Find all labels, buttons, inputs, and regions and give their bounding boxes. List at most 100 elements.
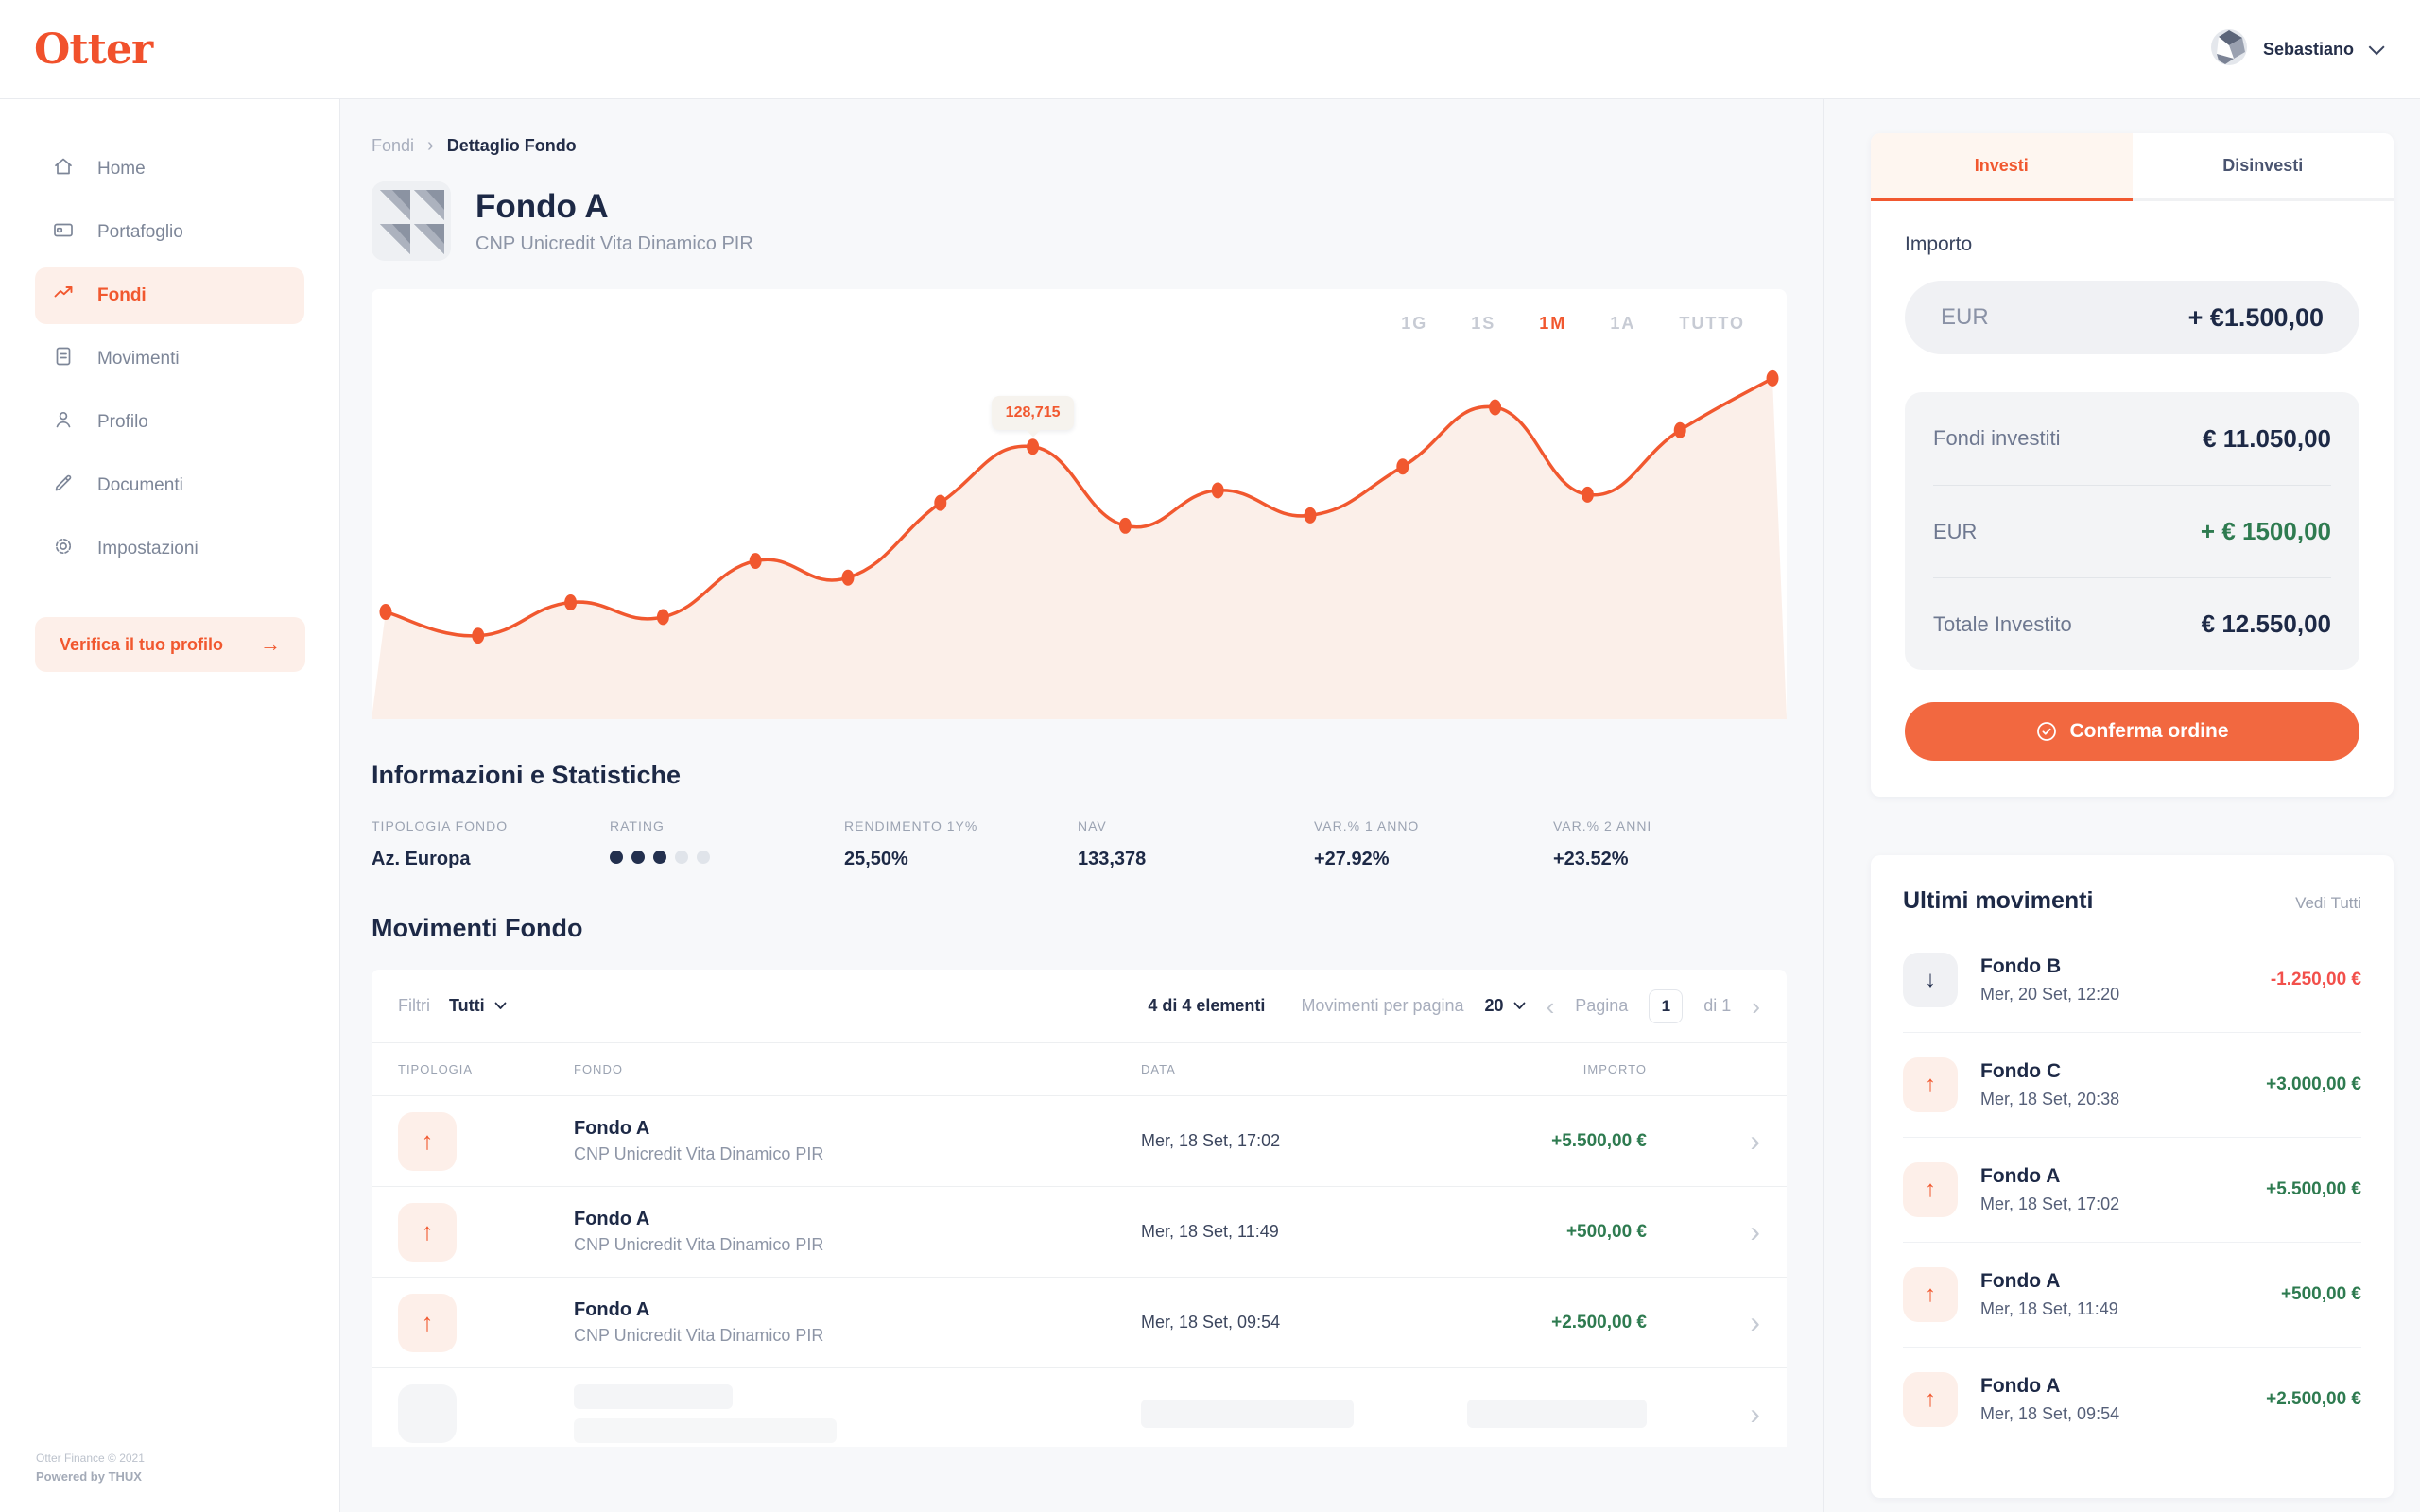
summary-row-eur: EUR + € 1500,00 xyxy=(1933,485,2331,577)
right-panel: Investi Disinvesti Importo EUR + €1.500,… xyxy=(1823,99,2420,1512)
amount-label: Importo xyxy=(1905,233,1973,255)
breadcrumb: Fondi › Dettaglio Fondo xyxy=(372,135,1787,157)
chevron-down-icon xyxy=(1513,1002,1525,1009)
stat-var-2-anni: VAR.% 2 ANNI +23.52% xyxy=(1553,818,1652,869)
user-name: Sebastiano xyxy=(2262,39,2354,59)
range-1g[interactable]: 1G xyxy=(1401,314,1428,333)
avatar xyxy=(2210,28,2248,71)
confirm-order-button[interactable]: Conferma ordine xyxy=(1905,702,2360,761)
sidebar-item-documenti[interactable]: Documenti xyxy=(35,457,304,514)
stat-rating: RATING xyxy=(610,818,844,870)
wallet-icon xyxy=(52,218,75,247)
range-1m[interactable]: 1M xyxy=(1539,314,1567,333)
sidebar-item-impostazioni[interactable]: Impostazioni xyxy=(35,521,304,577)
trending-up-icon xyxy=(52,282,75,310)
see-all-link[interactable]: Vedi Tutti xyxy=(2295,894,2361,912)
list-item[interactable]: ↓ Fondo B Mer, 20 Set, 12:20 -1.250,00 € xyxy=(1903,928,2361,1033)
sidebar-item-portafoglio[interactable]: Portafoglio xyxy=(35,204,304,261)
sidebar-item-label: Documenti xyxy=(97,475,183,495)
invest-tabs: Investi Disinvesti xyxy=(1871,133,2394,201)
copyright-text: Otter Finance © 2021 xyxy=(36,1452,145,1466)
stats-section-title: Informazioni e Statistiche xyxy=(372,761,682,789)
rating-dots xyxy=(610,850,844,864)
sidebar-item-label: Movimenti xyxy=(97,349,180,369)
chevron-down-icon xyxy=(2368,39,2385,56)
home-icon xyxy=(52,155,75,183)
sidebar-item-fondi[interactable]: Fondi xyxy=(35,267,304,324)
sidebar-footer: Otter Finance © 2021 Powered by THUX xyxy=(36,1450,145,1487)
sidebar-item-label: Portafoglio xyxy=(97,222,183,242)
arrow-up-icon: ↑ xyxy=(398,1111,457,1171)
filters-label: Filtri xyxy=(398,996,430,1015)
chevron-right-icon: › xyxy=(427,135,434,156)
list-item[interactable]: ↑ Fondo A Mer, 18 Set, 11:49 +500,00 € xyxy=(1903,1243,2361,1348)
document-icon xyxy=(52,345,75,373)
top-bar: Otter Sebastiano xyxy=(0,0,2420,99)
sidebar-item-label: Profilo xyxy=(97,412,148,432)
chevron-right-icon: › xyxy=(1750,1305,1760,1339)
fund-chart: 1G 1S 1M 1A TUTTO 128,715 xyxy=(372,289,1787,719)
powered-by-text: Powered by THUX xyxy=(36,1469,142,1485)
amount-input[interactable]: EUR + €1.500,00 xyxy=(1905,281,2360,354)
arrow-up-icon: ↑ xyxy=(1903,1162,1958,1217)
range-1s[interactable]: 1S xyxy=(1471,314,1496,333)
currency-label: EUR xyxy=(1941,304,1989,330)
filter-dropdown[interactable]: Tutti xyxy=(449,996,507,1016)
next-page-icon[interactable]: › xyxy=(1752,991,1760,1021)
table-row[interactable]: ↑ Fondo A CNP Unicredit Vita Dinamico PI… xyxy=(372,1096,1787,1187)
stat-var-1-anno: VAR.% 1 ANNO +27.92% xyxy=(1314,818,1420,869)
stat-rendimento: RENDIMENTO 1Y% 25,50% xyxy=(844,818,978,869)
chart-range-selector: 1G 1S 1M 1A TUTTO xyxy=(1401,314,1745,334)
invest-form: Importo EUR + €1.500,00 Fondi investiti … xyxy=(1871,201,2394,797)
arrow-down-icon: ↓ xyxy=(1903,953,1958,1007)
stats-row: TIPOLOGIA FONDO Az. Europa RATING RENDIM… xyxy=(372,818,1787,870)
page-of-label: di 1 xyxy=(1703,996,1732,1015)
sidebar-nav: Home Portafoglio Fondi Movimenti Profilo xyxy=(0,99,339,577)
stat-tipologia: TIPOLOGIA FONDO Az. Europa xyxy=(372,818,509,869)
stat-nav: NAV 133,378 xyxy=(1078,818,1147,869)
sidebar-item-label: Impostazioni xyxy=(97,539,199,558)
table-row[interactable]: ↑ Fondo A CNP Unicredit Vita Dinamico PI… xyxy=(372,1278,1787,1368)
range-1a[interactable]: 1A xyxy=(1610,314,1636,333)
movements-table: Filtri Tutti 4 di 4 elementi Movimenti p… xyxy=(372,970,1787,1447)
sidebar-item-label: Home xyxy=(97,159,146,179)
table-row[interactable]: ↑ Fondo A CNP Unicredit Vita Dinamico PI… xyxy=(372,1187,1787,1278)
per-page-dropdown[interactable]: 20 xyxy=(1485,996,1526,1016)
arrow-up-icon: ↑ xyxy=(398,1202,457,1262)
per-page-label: Movimenti per pagina xyxy=(1301,996,1464,1015)
page-title: Fondo A xyxy=(475,187,609,225)
otter-logo[interactable]: Otter xyxy=(34,25,153,74)
breadcrumb-current: Dettaglio Fondo xyxy=(446,136,577,155)
list-item[interactable]: ↑ Fondo A Mer, 18 Set, 17:02 +5.500,00 € xyxy=(1903,1138,2361,1243)
sidebar-item-home[interactable]: Home xyxy=(35,141,304,198)
summary-row-fondi-investiti: Fondi investiti € 11.050,00 xyxy=(1933,423,2331,453)
page-number-input[interactable]: 1 xyxy=(1649,988,1684,1023)
arrow-up-icon: ↑ xyxy=(398,1293,457,1352)
verify-profile-button[interactable]: Verifica il tuo profilo → xyxy=(35,617,305,672)
chevron-right-icon: › xyxy=(1750,1124,1760,1158)
invest-card: Investi Disinvesti Importo EUR + €1.500,… xyxy=(1871,133,2394,797)
line-chart[interactable] xyxy=(372,289,1787,719)
tab-investi[interactable]: Investi xyxy=(1871,133,2133,201)
chevron-right-icon: › xyxy=(1750,1214,1760,1248)
fund-title-block: Fondo A CNP Unicredit Vita Dinamico PIR xyxy=(475,188,753,255)
page-body: Home Portafoglio Fondi Movimenti Profilo xyxy=(0,99,2420,1512)
sidebar-item-profilo[interactable]: Profilo xyxy=(35,394,304,451)
tab-disinvesti[interactable]: Disinvesti xyxy=(2132,133,2394,201)
table-toolbar: Filtri Tutti 4 di 4 elementi Movimenti p… xyxy=(372,970,1787,1043)
fund-header: Fondo A CNP Unicredit Vita Dinamico PIR xyxy=(372,181,1787,261)
breadcrumb-parent[interactable]: Fondi xyxy=(372,136,415,155)
arrow-up-icon: ↑ xyxy=(1903,1372,1958,1427)
sidebar-item-movimenti[interactable]: Movimenti xyxy=(35,331,304,387)
page-label: Pagina xyxy=(1575,996,1629,1015)
user-menu[interactable]: Sebastiano xyxy=(2210,28,2385,71)
gear-icon xyxy=(52,535,75,563)
amount-value: + €1.500,00 xyxy=(2187,302,2324,332)
range-tutto[interactable]: TUTTO xyxy=(1679,314,1745,333)
list-item[interactable]: ↑ Fondo A Mer, 18 Set, 09:54 +2.500,00 € xyxy=(1903,1348,2361,1452)
table-row-loading[interactable]: › xyxy=(372,1368,1787,1447)
list-item[interactable]: ↑ Fondo C Mer, 18 Set, 20:38 +3.000,00 € xyxy=(1903,1033,2361,1138)
sidebar: Home Portafoglio Fondi Movimenti Profilo xyxy=(0,99,340,1512)
prev-page-icon[interactable]: ‹ xyxy=(1546,991,1555,1021)
